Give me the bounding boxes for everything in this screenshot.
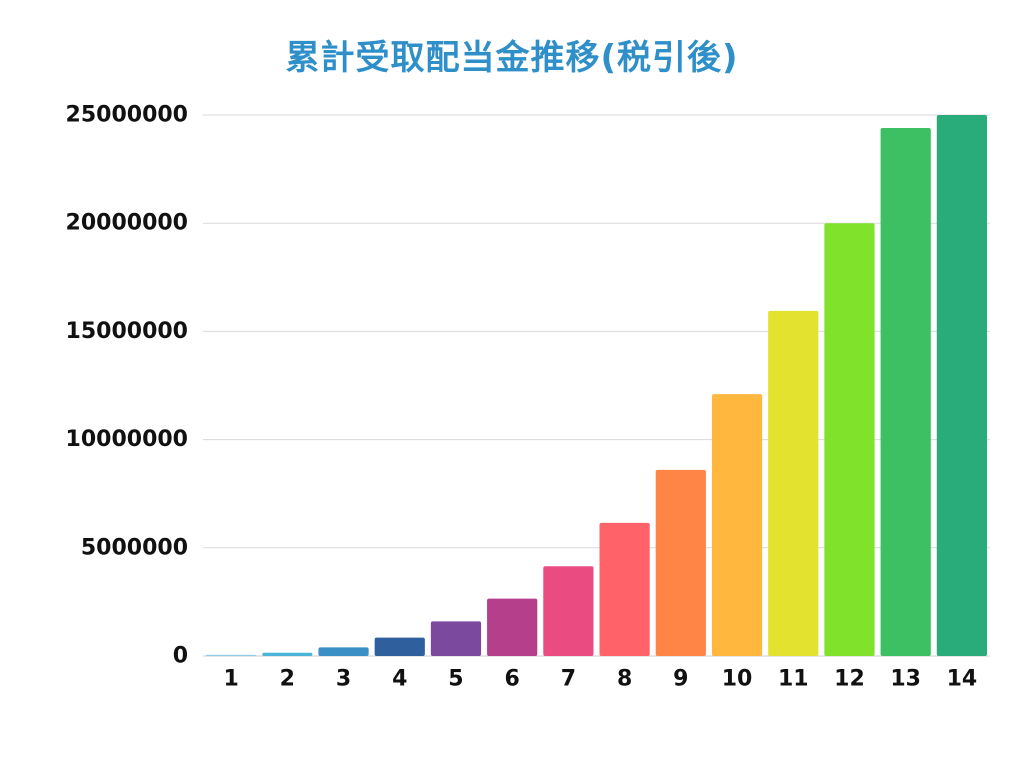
bar-5 [430,621,482,656]
x-tick-label: 13 [890,667,921,692]
y-tick-label: 5000000 [81,535,188,560]
x-tick-label: 2 [280,667,295,692]
bar-6 [487,598,538,656]
y-tick-label: 20000000 [66,211,188,236]
bar-13 [880,127,931,656]
x-tick-label: 9 [673,667,688,692]
bar-14 [936,115,987,656]
x-tick-label: 12 [834,667,865,692]
bar-9 [655,469,706,656]
bar-8 [599,522,650,656]
bars [206,115,987,656]
bar-7 [543,566,594,656]
x-tick-label: 10 [722,667,753,692]
bar-2 [262,652,313,656]
bar-1 [206,654,257,656]
x-tick-label: 5 [448,667,463,692]
x-tick-label: 3 [336,667,351,692]
y-tick-label: 25000000 [66,103,188,128]
x-tick-label: 1 [223,667,238,692]
bar-12 [824,223,875,656]
bar-11 [768,310,819,656]
x-axis-tick-labels: 1 2 3 4 5 6 7 8 9 10 11 12 13 14 [223,667,977,692]
bar-4 [374,637,425,656]
x-tick-label: 8 [617,667,632,692]
y-axis-tick-labels: 0 5000000 10000000 15000000 20000000 25000000 [66,103,188,669]
x-tick-label: 4 [392,667,407,692]
y-tick-label: 0 [173,644,188,669]
x-tick-label: 6 [505,667,520,692]
x-tick-label: 7 [561,667,576,692]
x-tick-label: 11 [778,667,809,692]
chart-title: 累計受取配当金推移(税引後) [285,38,739,78]
bar-3 [318,647,369,656]
bar-10 [711,394,763,656]
y-tick-label: 15000000 [66,319,188,344]
y-tick-label: 10000000 [66,427,188,452]
x-tick-label: 14 [947,667,978,692]
